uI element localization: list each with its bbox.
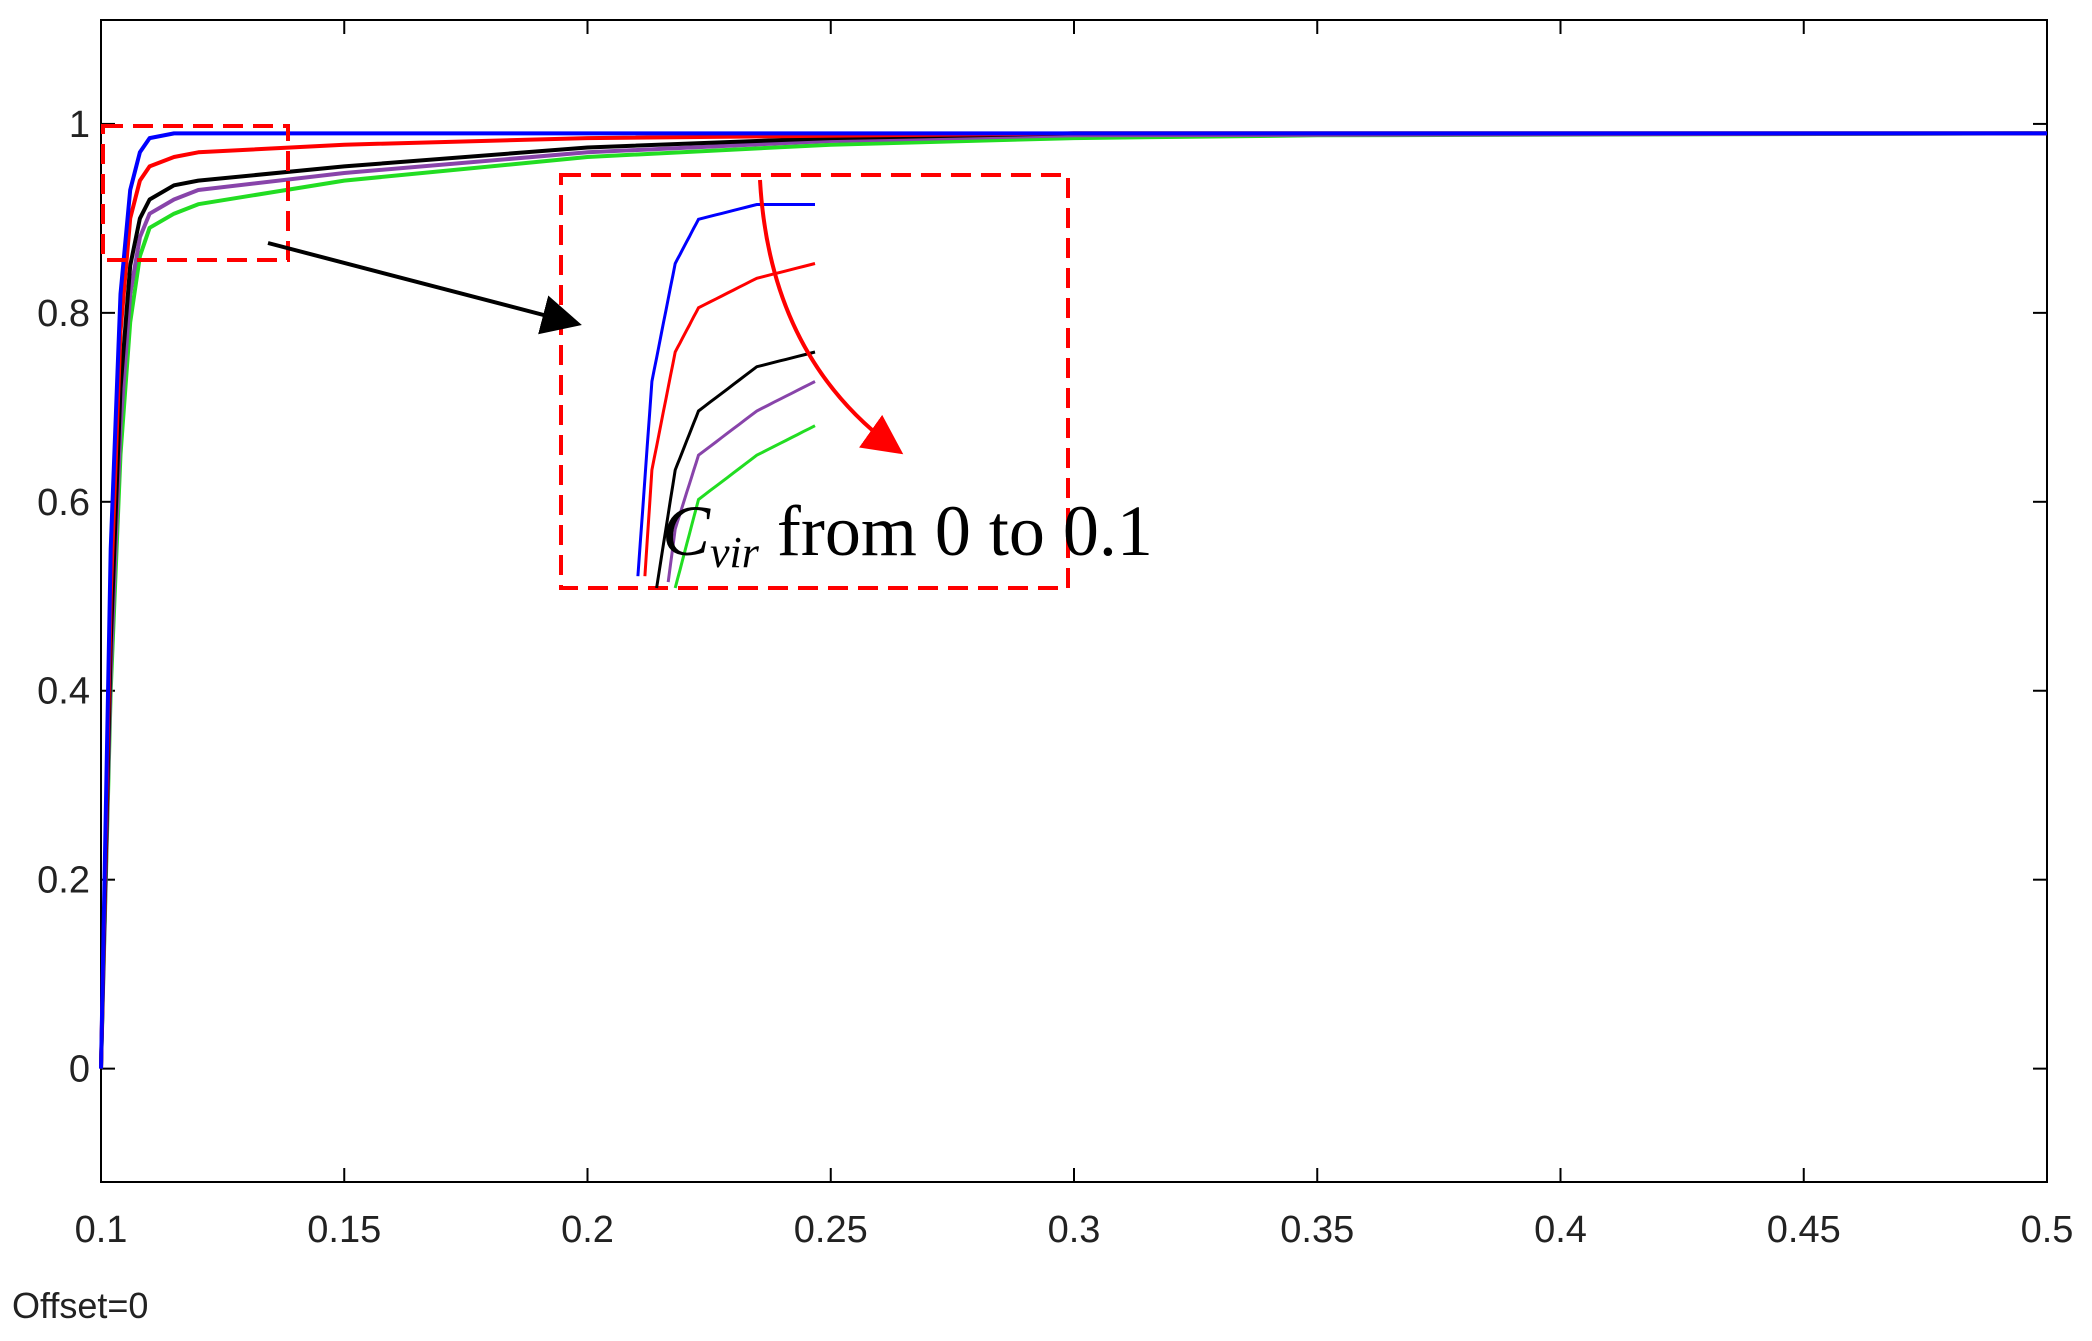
series-line — [99, 131, 2047, 1069]
data-lines — [99, 131, 2048, 1069]
inset-series-line — [666, 380, 816, 583]
inset-series-line — [636, 203, 815, 577]
x-tick-label: 0.25 — [794, 1209, 868, 1251]
x-tick-label: 0.3 — [1048, 1209, 1101, 1251]
x-tick-label: 0.4 — [1534, 1209, 1587, 1251]
x-tick-label: 0.15 — [307, 1209, 381, 1251]
x-tick-label: 0.1 — [75, 1209, 128, 1251]
y-tick-label: 1 — [69, 104, 90, 146]
annotation-text: Cvir from 0 to 0.1 — [662, 491, 1153, 577]
inset-series-line — [673, 424, 816, 589]
y-tick-label: 0.8 — [37, 293, 90, 335]
x-tick-label: 0.2 — [561, 1209, 614, 1251]
zoom-arrow — [267, 241, 582, 335]
plot-area — [100, 19, 2048, 1183]
x-tick-label: 0.35 — [1280, 1209, 1354, 1251]
inset-series-line — [655, 350, 816, 589]
y-tick-label: 0.4 — [37, 671, 90, 713]
series-line — [99, 131, 2047, 1069]
y-tick-label: 0.6 — [37, 482, 90, 524]
y-tick-label: 0.2 — [37, 860, 90, 902]
offset-label: Offset=0 — [12, 1285, 148, 1326]
trend-arrow — [758, 179, 904, 455]
axis-tick-labels: 0.1 0.15 0.2 0.25 0.3 0.35 0.4 0.45 0.5 0 0.2 0.4 0.… — [37, 104, 2073, 1251]
zoom-region-box — [101, 124, 290, 262]
x-tick-label: 0.45 — [1767, 1209, 1841, 1251]
y-tick-label: 0 — [69, 1049, 90, 1091]
x-tick-label: 0.5 — [2021, 1209, 2074, 1251]
